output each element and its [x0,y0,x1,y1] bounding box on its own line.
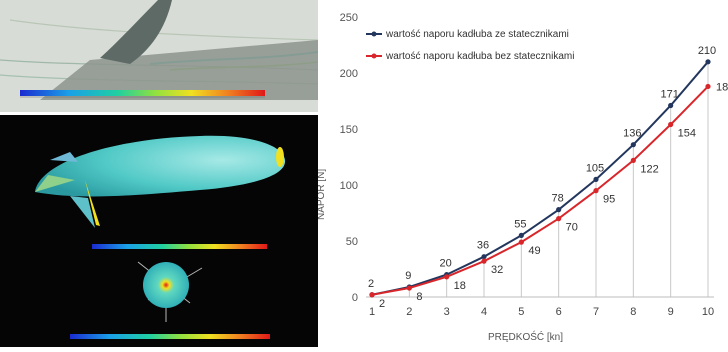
data-label-without: 154 [678,128,696,140]
chart-grid [371,61,709,297]
x-tick-label: 2 [406,306,412,318]
x-tick-label: 3 [444,306,450,318]
data-point-with [630,142,636,148]
legend-label-with: wartość naporu kadłuba ze statecznikami [385,29,569,40]
x-tick-label: 6 [556,306,562,318]
data-point-without [444,274,450,280]
data-label-with: 55 [514,218,526,230]
y-axis-label: NAPÓR [N] [318,169,327,220]
data-point-without [556,216,562,222]
chart-data-labels: 2 9 20 36 55 78 105 136 171 210 2 8 18 32 49 70 95 122 154… [368,45,728,310]
simulation-renders [0,0,319,347]
y-tick-label: 200 [340,68,358,80]
data-label-with: 9 [405,270,411,282]
data-point-with [705,59,711,65]
x-tick-label: 7 [593,306,599,318]
legend-label-without: wartość naporu kadłuba bez statecznikami [385,51,574,62]
x-tick-label: 1 [369,306,375,318]
data-label-with: 36 [477,240,489,252]
x-axis-label: PRĘDKOŚĆ [kn] [488,330,563,343]
x-tick-label: 9 [668,306,674,318]
data-label-without: 49 [528,245,540,257]
y-tick-label: 0 [352,292,358,304]
data-label-with: 210 [698,45,716,57]
data-point-with [481,254,487,260]
series-line-with [371,61,709,296]
hull-front-render [70,261,270,339]
y-tick-label: 100 [340,180,358,192]
y-tick-label: 50 [346,236,358,248]
data-point-with [518,232,524,238]
data-point-without [406,285,412,291]
data-point-without [630,157,636,163]
chart-series [369,59,711,298]
data-label-with: 2 [368,278,374,290]
streamline-render [0,0,319,112]
data-point-with [668,102,674,109]
legend: wartość naporu kadłuba ze statecznikami … [366,29,574,62]
data-label-with: 171 [660,88,678,100]
data-point-without [369,292,375,298]
data-label-without: 18 [454,280,466,292]
simulation-images [0,0,319,347]
data-label-without: 32 [491,264,503,276]
x-tick-label: 4 [481,306,487,318]
data-label-without: 122 [640,163,658,175]
thrust-chart: 0 50 100 150 200 250 1 2 3 4 5 6 7 8 9 10 2 9 20 36 55 78 105… [314,0,728,347]
data-point-without [481,258,487,264]
data-label-without: 95 [603,194,615,206]
data-label-without: 18 [716,81,728,93]
data-point-without [593,188,599,194]
legend-marker-with [371,31,377,37]
data-label-without: 2 [379,298,385,310]
data-point-with [593,176,599,182]
data-label-with: 105 [586,162,604,174]
data-point-without [668,121,674,128]
x-tick-label: 5 [518,306,524,318]
x-tick-label: 10 [702,306,714,318]
data-label-without: 8 [416,291,422,303]
hull-side-render [35,135,286,249]
data-label-with: 78 [552,193,564,205]
legend-marker-without [371,53,377,59]
data-label-with: 20 [440,258,452,270]
data-point-without [705,83,711,90]
y-tick-label: 250 [340,12,358,24]
data-label-with: 136 [623,128,641,140]
x-tick-label: 8 [630,306,636,318]
y-tick-label: 150 [340,124,358,136]
series-line-without [371,85,709,296]
data-label-without: 70 [566,222,578,234]
data-point-with [556,207,562,213]
data-point-without [518,239,524,245]
